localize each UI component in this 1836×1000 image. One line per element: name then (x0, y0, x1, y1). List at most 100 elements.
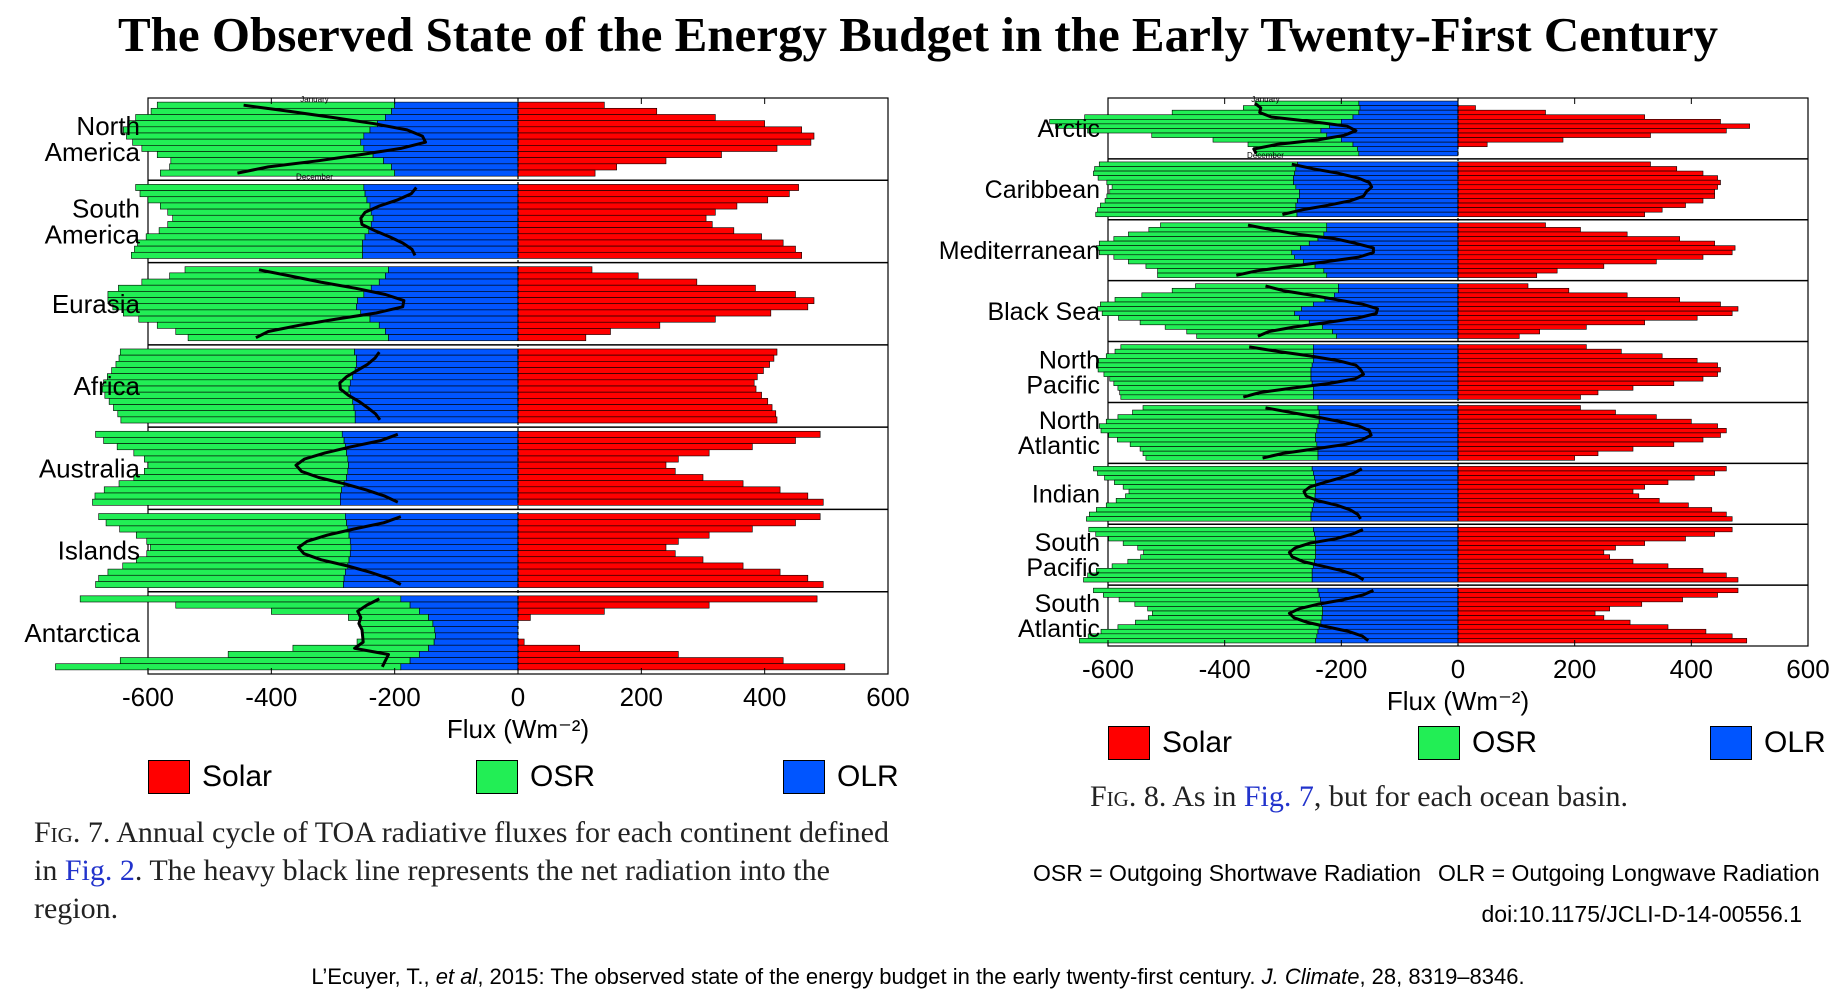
osr-bar (1097, 470, 1314, 476)
solar-bar (517, 163, 617, 171)
month-label-january: January (1251, 95, 1279, 104)
osr-bar (167, 221, 372, 228)
legend-swatch-osr (476, 760, 518, 794)
fig2-link[interactable]: Fig. 2 (64, 854, 135, 887)
osr-bar (1100, 301, 1314, 307)
olr-bar (352, 398, 519, 405)
olr-bar (340, 492, 519, 500)
osr-bar (271, 607, 420, 615)
olr-bar (1358, 150, 1459, 157)
solar-bar (1457, 175, 1718, 181)
solar-bar (1457, 624, 1669, 630)
olr-bar (419, 607, 519, 615)
solar-bar (1457, 227, 1581, 233)
legend-swatch-olr (783, 760, 825, 794)
olr-bar (1313, 394, 1459, 400)
olr-bar (1313, 470, 1459, 476)
doi[interactable]: doi:10.1175/JCLI-D-14-00556.1 (1481, 901, 1802, 927)
osr-bar (134, 245, 363, 253)
solar-bar (517, 544, 667, 551)
osr-bar (79, 595, 402, 603)
fig7-panel-islands (95, 513, 824, 588)
fig8-panel-north-atlantic (1098, 405, 1727, 461)
olr-bar (343, 480, 519, 488)
fig7-link[interactable]: Fig. 7 (1243, 780, 1314, 813)
solar-bar (1457, 418, 1692, 425)
osr-bar (160, 202, 371, 210)
region-label: North (76, 111, 140, 141)
olr-bar (1317, 587, 1459, 594)
osr-bar (141, 145, 365, 152)
solar-bar (1457, 329, 1540, 335)
fig7-legend-osr: OSR (476, 760, 595, 794)
olr-bar (1318, 414, 1459, 420)
osr-bar (107, 568, 346, 576)
olr-bar (1334, 292, 1459, 298)
olr-bar (383, 157, 519, 165)
olr-bar (1326, 272, 1459, 278)
osr-bar (1114, 297, 1326, 303)
osr-bar (1104, 475, 1315, 481)
olr-bar (1308, 240, 1459, 246)
solar-bar (1457, 511, 1727, 517)
olr-bar (369, 202, 519, 210)
solar-bar (1457, 450, 1599, 457)
fig7-legend-olr: OLR (783, 760, 899, 794)
osr-bar (92, 498, 341, 506)
solar-bar (1457, 405, 1581, 411)
solar-bar (1457, 628, 1707, 635)
solar-bar (517, 114, 716, 121)
osr-bar (111, 367, 356, 374)
osr-bar (95, 430, 343, 438)
solar-bar (1457, 292, 1628, 298)
osr-bar (1125, 493, 1316, 499)
solar-bar (517, 385, 757, 393)
osr-bar (119, 348, 355, 356)
osr-bar (146, 537, 351, 545)
legend-label-osr: OSR (1472, 726, 1538, 759)
solar-bar (1457, 428, 1727, 434)
osr-bar (1171, 287, 1339, 294)
solar-bar (517, 348, 778, 356)
legend-swatch-olr (1710, 726, 1752, 760)
osr-bar (1127, 558, 1315, 565)
osr-bar (361, 626, 436, 634)
region-label: Africa (74, 371, 141, 401)
solar-bar (1457, 297, 1680, 303)
olr-bar (1313, 389, 1459, 396)
solar-bar (517, 492, 809, 500)
olr-bar (1338, 283, 1459, 289)
solar-bar (517, 525, 753, 533)
osr-bar (1098, 240, 1310, 246)
solar-bar (517, 498, 824, 506)
olr-bar (435, 632, 519, 640)
x-tick-label: 400 (1670, 654, 1713, 684)
olr-bar (1314, 493, 1459, 499)
solar-bar (1457, 414, 1657, 420)
solar-bar (517, 398, 769, 405)
solar-bar (1457, 437, 1704, 443)
solar-bar (1457, 502, 1689, 508)
olr-bar (1315, 488, 1459, 495)
olr-bar (1315, 545, 1459, 551)
osr-bar (1106, 179, 1294, 186)
solar-bar (1457, 498, 1660, 504)
osr-bar (98, 513, 346, 521)
solar-bar (517, 145, 778, 152)
osr-bar (150, 544, 352, 551)
osr-bar (1122, 540, 1316, 546)
solar-bar (1457, 526, 1733, 533)
olr-bar (343, 581, 519, 588)
solar-bar (1457, 610, 1596, 616)
olr-bar (1313, 348, 1459, 355)
solar-bar (517, 410, 777, 418)
legend-label-osr: OSR (530, 760, 596, 793)
olr-bar (1294, 254, 1459, 260)
solar-bar (1457, 409, 1616, 415)
olr-bar (1311, 577, 1459, 583)
osr-bar (112, 303, 357, 311)
solar-bar (1457, 446, 1634, 452)
region-label: North (1039, 346, 1100, 374)
olr-bar (348, 531, 519, 539)
solar-bar (1457, 222, 1546, 228)
